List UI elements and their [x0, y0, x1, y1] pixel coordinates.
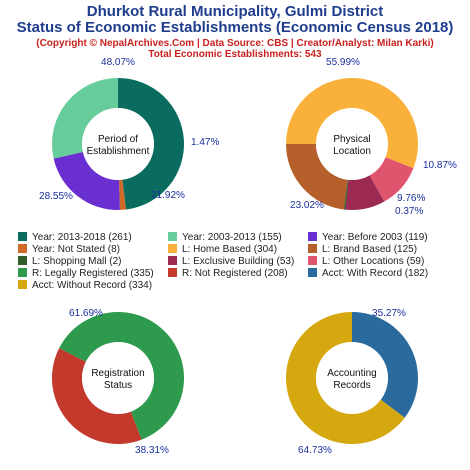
legend-item: L: Brand Based (125) — [308, 244, 417, 255]
legend-item: L: Shopping Mall (2) — [18, 256, 122, 267]
pie4-slice-1 — [352, 312, 419, 418]
pie1-pct-label-2: 1.47% — [191, 137, 219, 148]
legend-label: L: Brand Based (125) — [322, 244, 418, 255]
legend-item: Year: Not Stated (8) — [18, 244, 120, 255]
pie3-hole — [82, 342, 154, 414]
chart-title-line1: Dhurkot Rural Municipality, Gulmi Distri… — [86, 3, 384, 20]
legend-item: Acct: Without Record (334) — [18, 280, 152, 291]
legend-label: Acct: Without Record (334) — [32, 280, 153, 291]
legend-label: R: Legally Registered (335) — [32, 268, 154, 279]
pie2-slice-5 — [286, 144, 348, 210]
pie2-slice-3 — [345, 175, 385, 211]
legend-label: Year: Not Stated (8) — [32, 244, 121, 255]
total-establishments: Total Economic Establishments: 543 — [148, 49, 322, 60]
legend-swatch — [168, 268, 177, 277]
pie1-center-label-2: Establishment — [87, 146, 150, 157]
legend-swatch — [308, 256, 317, 265]
legend-item: L: Other Locations (59) — [308, 256, 424, 267]
pie3-center-label-2: Status — [104, 380, 132, 391]
legend-swatch — [18, 268, 27, 277]
legend-swatch — [18, 244, 27, 253]
copyright-text: (Copyright © NepalArchives.Com | Data So… — [36, 38, 434, 49]
pie2-pct-label-5: 23.02% — [290, 200, 324, 211]
pie2-pct-label-1: 55.99% — [326, 57, 360, 68]
legend-item: Acct: With Record (182) — [308, 268, 428, 279]
legend-item: Year: 2013-2018 (261) — [18, 232, 132, 243]
pie3-pct-label-1: 38.31% — [135, 445, 169, 456]
legend-swatch — [18, 280, 27, 289]
pie3-slice-1 — [51, 348, 142, 444]
pie1-slice-4 — [52, 78, 119, 159]
legend-item: Year: 2003-2013 (155) — [168, 232, 282, 243]
pie1-center-label-1: Period of — [98, 134, 138, 145]
pie1-slice-3 — [53, 151, 120, 210]
pie2-slice-1 — [286, 78, 418, 169]
pie1-pct-label-1: 48.07% — [101, 57, 135, 68]
pie2-hole — [316, 108, 388, 180]
legend-label: Year: 2003-2013 (155) — [182, 232, 282, 243]
chart-title-line2: Status of Economic Establishments (Econo… — [16, 19, 454, 36]
legend-label: L: Other Locations (59) — [322, 256, 425, 267]
pie3-center-label-1: Registration — [91, 368, 144, 379]
pie4-center-label-1: Accounting — [327, 368, 376, 379]
pie4-pct-label-1: 35.27% — [372, 308, 406, 319]
legend-swatch — [308, 244, 317, 253]
legend-label: Acct: With Record (182) — [322, 268, 429, 279]
legend-item: L: Home Based (304) — [168, 244, 277, 255]
legend-swatch — [18, 256, 27, 265]
pie1-hole — [82, 108, 154, 180]
pie4-hole — [316, 342, 388, 414]
pie4-pct-label-2: 64.73% — [298, 445, 332, 456]
pie4-slice-2 — [286, 312, 405, 445]
legend-swatch — [308, 268, 317, 277]
legend-label: R: Not Registered (208) — [182, 268, 288, 279]
legend-swatch — [308, 232, 317, 241]
legend-label: Year: 2013-2018 (261) — [32, 232, 132, 243]
legend-swatch — [18, 232, 27, 241]
pie4-center-label-2: Records — [333, 380, 370, 391]
pie2-center-label-2: Location — [333, 146, 371, 157]
pie2-center-label-1: Physical — [333, 134, 370, 145]
pie2-pct-label-3: 9.76% — [397, 193, 425, 204]
pie1-slice-2 — [119, 179, 126, 210]
legend-item: R: Not Registered (208) — [168, 268, 288, 279]
pie2-pct-label-4: 0.37% — [395, 206, 423, 217]
pie1-pct-label-3: 21.92% — [151, 190, 185, 201]
pie1-pct-label-4: 28.55% — [39, 191, 73, 202]
pie2-slice-4 — [343, 179, 349, 210]
pie3-slice-2 — [59, 312, 184, 440]
pie3-pct-label-2: 61.69% — [69, 308, 103, 319]
legend-swatch — [168, 232, 177, 241]
pie2-slice-2 — [369, 157, 414, 202]
legend-swatch — [168, 256, 177, 265]
legend-label: Year: Before 2003 (119) — [322, 232, 428, 243]
pie1-slice-1 — [118, 78, 184, 210]
legend-label: L: Home Based (304) — [182, 244, 278, 255]
legend-label: L: Shopping Mall (2) — [32, 256, 122, 267]
pie2-pct-label-2: 10.87% — [423, 160, 457, 171]
legend-item: R: Legally Registered (335) — [18, 268, 154, 279]
legend-swatch — [168, 244, 177, 253]
legend-item: L: Exclusive Building (53) — [168, 256, 294, 267]
legend-label: L: Exclusive Building (53) — [182, 256, 295, 267]
legend-item: Year: Before 2003 (119) — [308, 232, 428, 243]
